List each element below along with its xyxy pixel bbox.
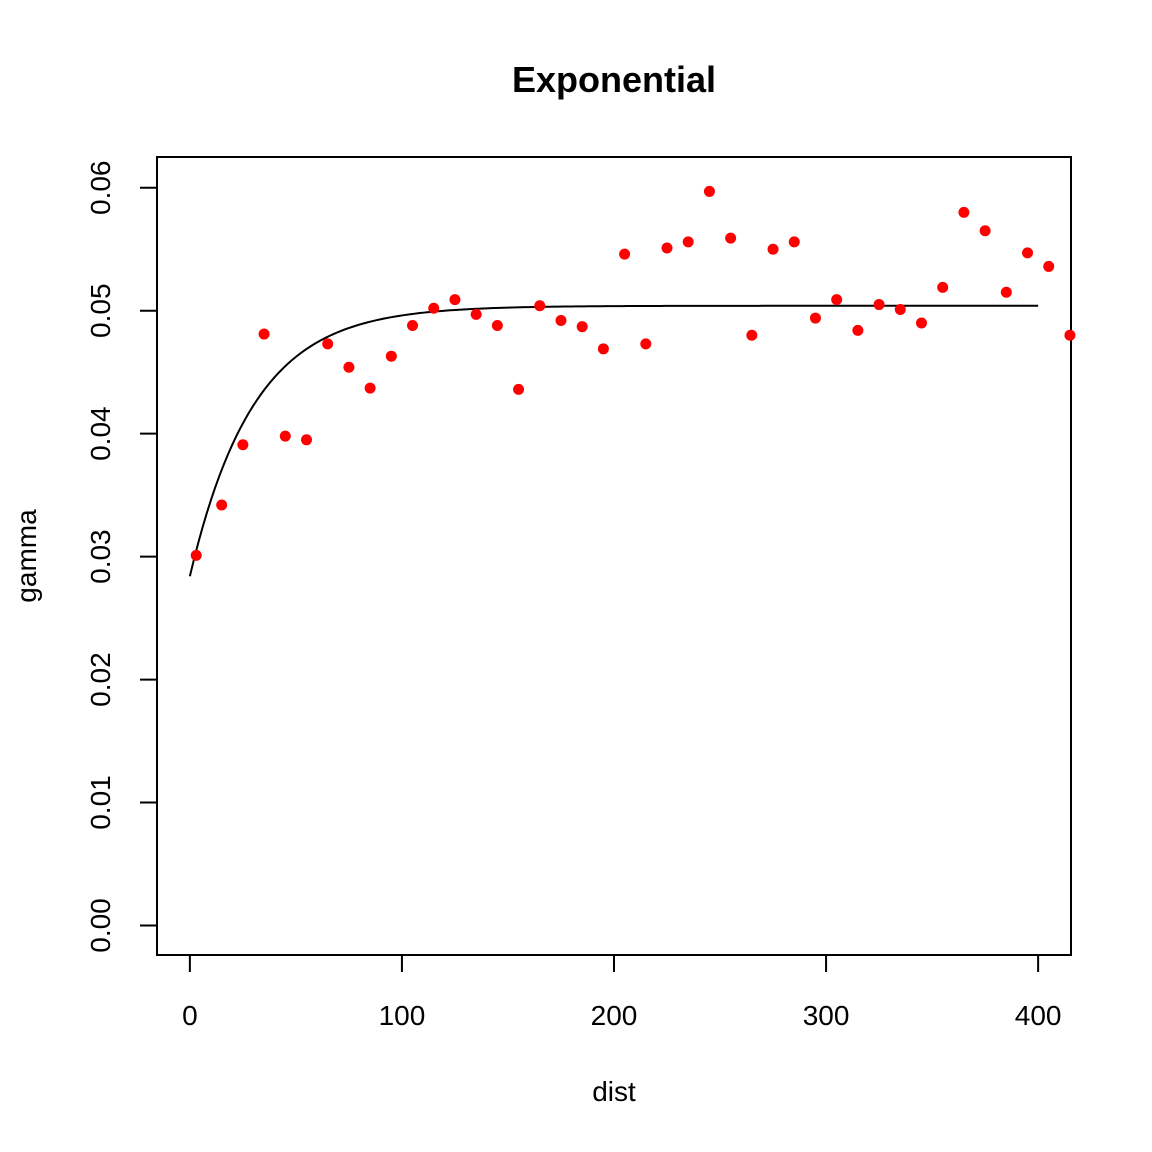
data-point — [364, 382, 376, 394]
data-point — [407, 319, 419, 331]
data-point — [1000, 286, 1012, 298]
data-point — [385, 350, 397, 362]
x-axis-label: dist — [592, 1076, 636, 1107]
x-axis: 0 100 200 300 400 — [182, 954, 1062, 1031]
y-tick-label: 0.02 — [85, 652, 116, 707]
data-point — [301, 434, 313, 446]
y-tick-label: 0.04 — [85, 406, 116, 461]
data-point — [216, 499, 228, 511]
data-point — [513, 383, 525, 395]
data-point — [1022, 247, 1034, 259]
data-point — [597, 343, 609, 355]
x-tick-label: 200 — [591, 1000, 638, 1031]
y-axis-label: gamma — [11, 509, 42, 603]
data-point — [831, 294, 843, 306]
data-point — [937, 281, 949, 293]
data-point — [979, 225, 991, 237]
data-point — [852, 324, 864, 336]
data-point — [1043, 260, 1055, 272]
data-point — [534, 300, 546, 312]
data-point — [322, 338, 334, 350]
x-tick-label: 100 — [379, 1000, 426, 1031]
data-point — [767, 243, 779, 255]
data-point — [958, 206, 970, 218]
data-point — [703, 185, 715, 197]
data-point — [682, 236, 694, 248]
data-point — [190, 549, 202, 561]
data-point — [619, 248, 631, 260]
data-point — [491, 319, 503, 331]
data-point — [279, 430, 291, 442]
data-point — [449, 294, 461, 306]
y-axis: 0.00 0.01 0.02 0.03 0.04 0.05 0.06 — [85, 160, 158, 953]
data-point — [915, 317, 927, 329]
data-point — [661, 242, 673, 254]
x-tick-label: 300 — [803, 1000, 850, 1031]
x-tick-label: 0 — [182, 1000, 198, 1031]
data-point — [725, 232, 737, 244]
y-tick-label: 0.00 — [85, 898, 116, 953]
data-point — [258, 328, 270, 340]
data-point — [809, 312, 821, 324]
y-tick-label: 0.03 — [85, 529, 116, 584]
fitted-curve — [188, 304, 1039, 577]
chart-title: Exponential — [512, 59, 716, 100]
y-tick-label: 0.06 — [85, 160, 116, 215]
x-tick-label: 400 — [1015, 1000, 1062, 1031]
fitted-curve-layer — [188, 304, 1039, 577]
data-point — [1064, 329, 1076, 341]
plot-frame — [156, 156, 1072, 956]
y-tick-label: 0.05 — [85, 283, 116, 338]
data-point — [746, 329, 758, 341]
data-point — [576, 321, 588, 333]
data-point — [470, 308, 482, 320]
data-point — [788, 236, 800, 248]
data-point — [237, 439, 249, 451]
data-point — [428, 302, 440, 314]
data-point — [894, 303, 906, 315]
data-point — [640, 338, 652, 350]
data-point — [343, 361, 355, 373]
data-points-layer — [190, 185, 1076, 561]
data-point — [873, 299, 885, 311]
data-point — [555, 315, 567, 327]
y-tick-label: 0.01 — [85, 775, 116, 830]
